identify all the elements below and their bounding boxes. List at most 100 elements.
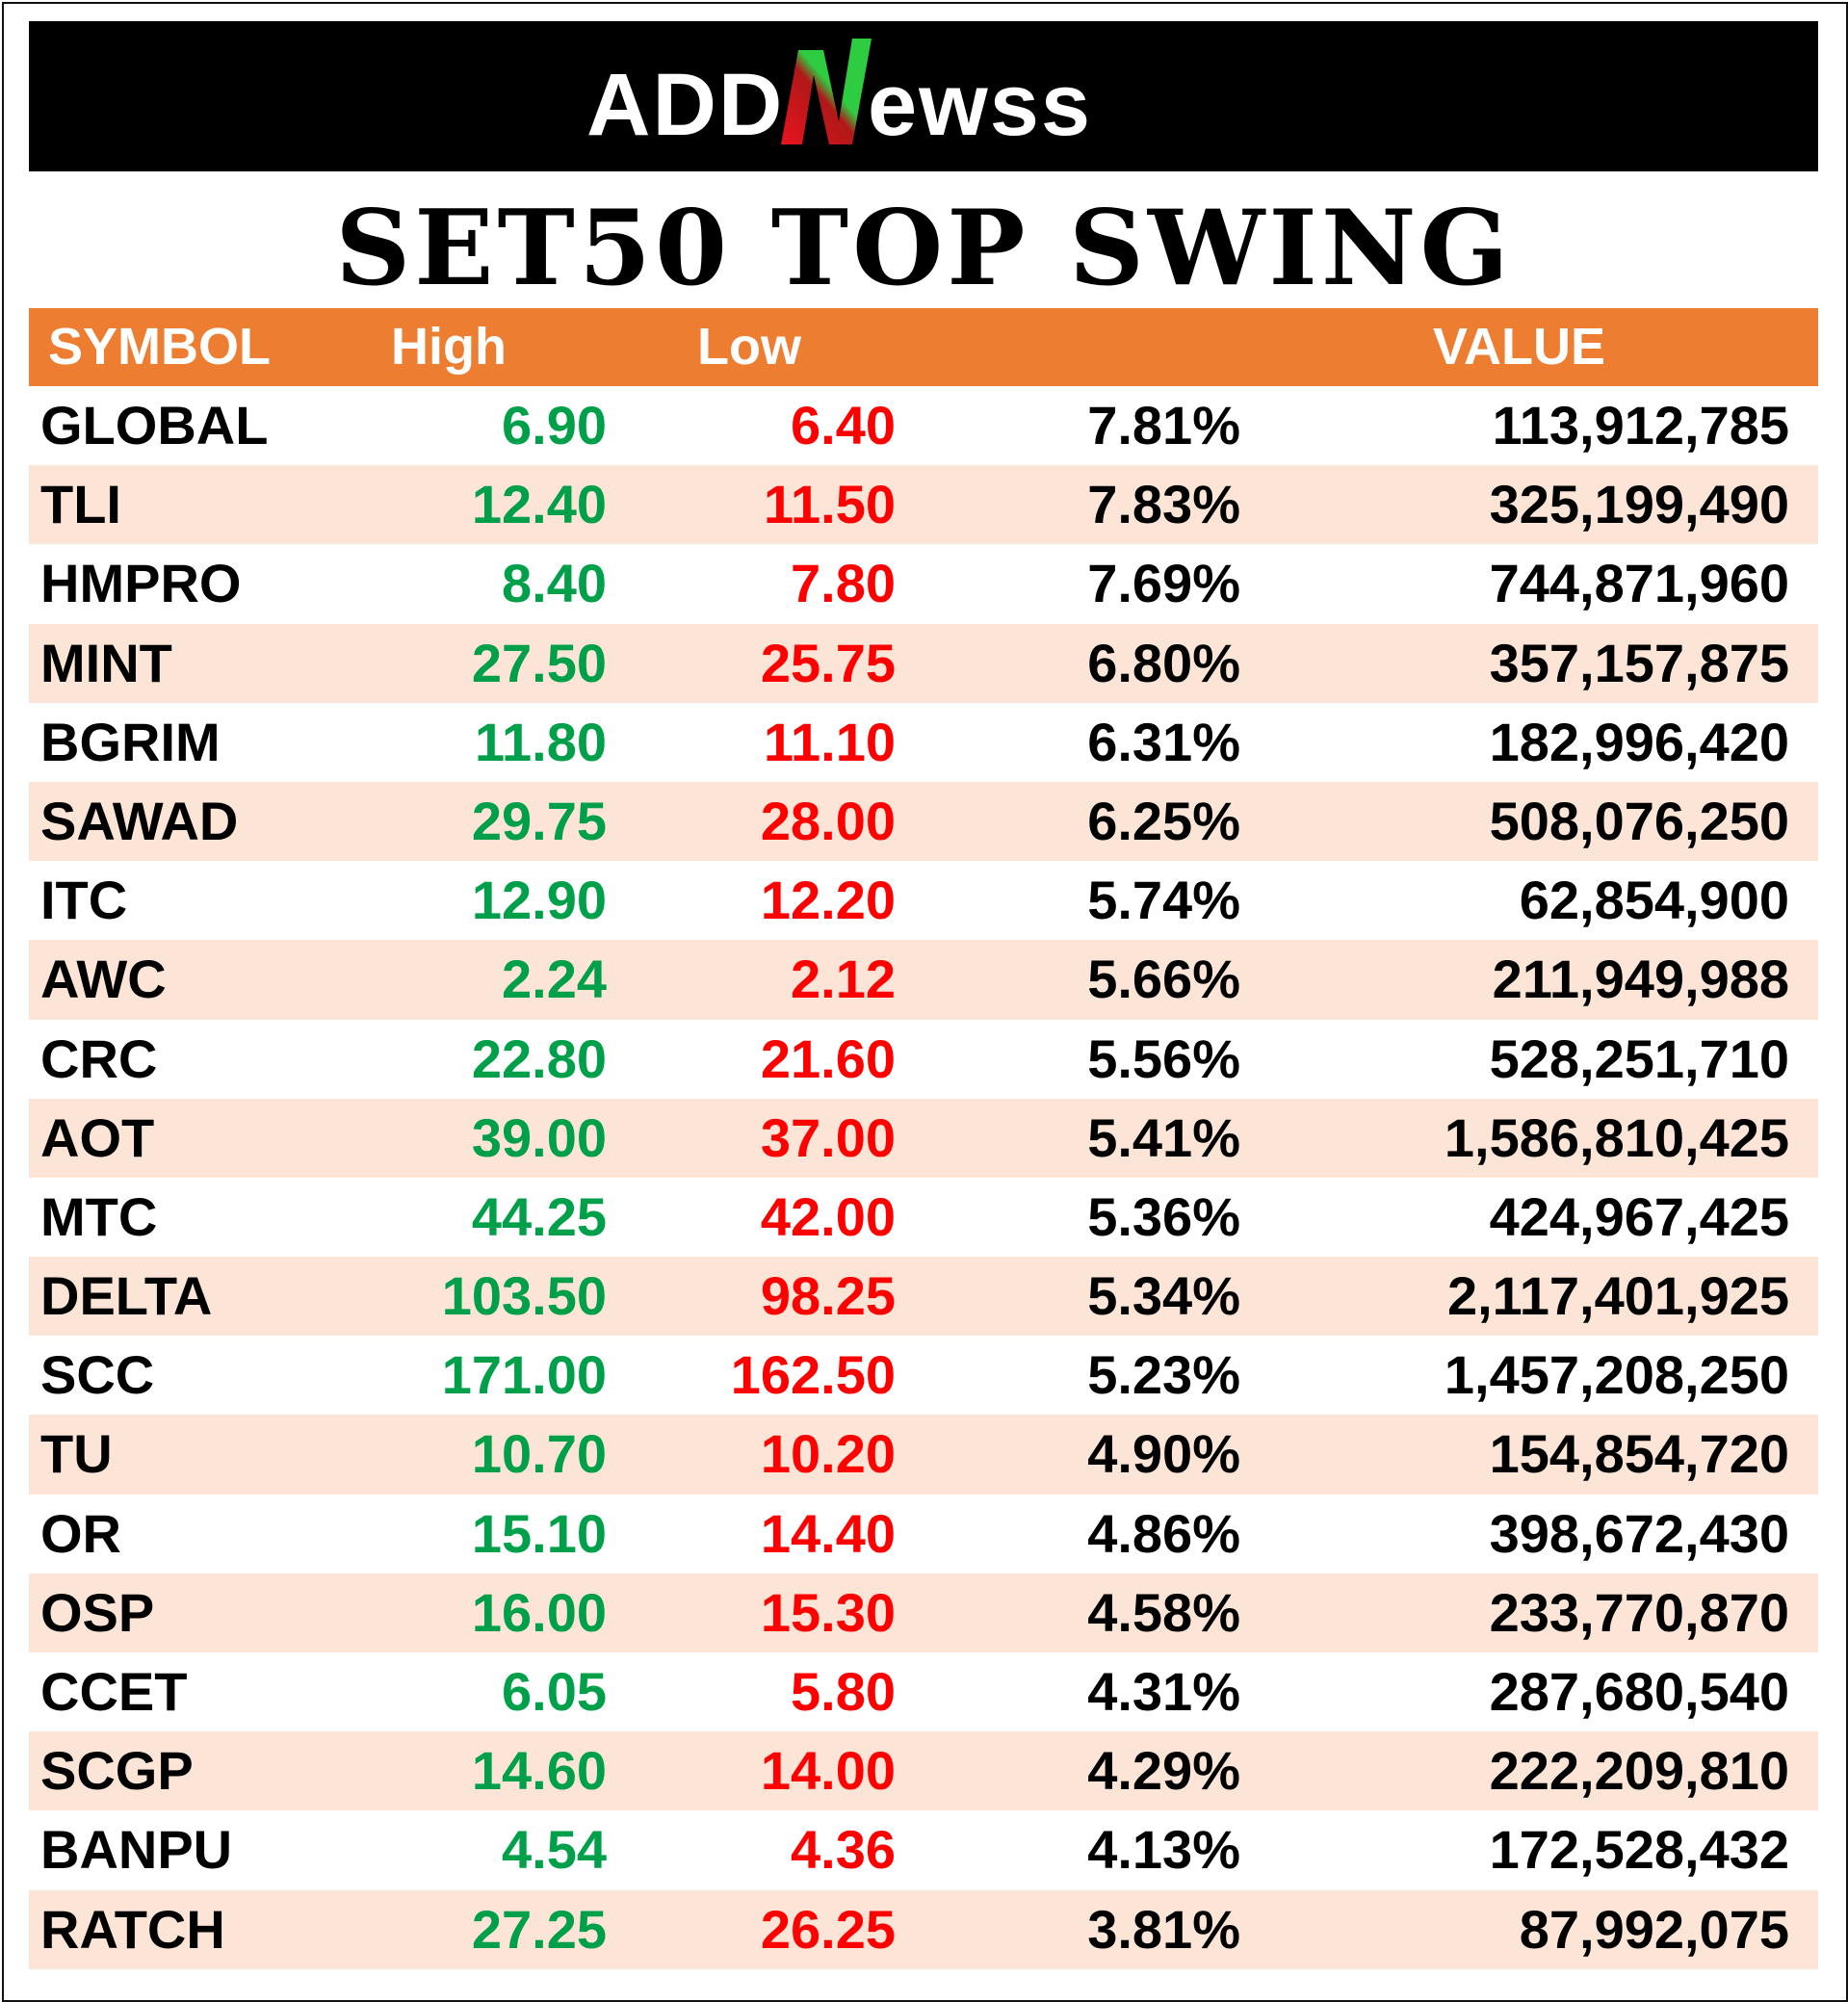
high-cell: 6.90 bbox=[502, 395, 607, 455]
symbol-cell: SCC bbox=[40, 1344, 155, 1406]
symbol-cell: AWC bbox=[40, 949, 167, 1010]
high-cell: 39.00 bbox=[471, 1106, 607, 1168]
symbol-cell: TLI bbox=[40, 474, 121, 535]
high-cell: 103.50 bbox=[441, 1265, 607, 1327]
table-row: TU 10.70 10.20 4.90% 154,854,720 bbox=[29, 1415, 1818, 1495]
percent-cell: 5.74% bbox=[1087, 870, 1240, 931]
symbol-cell: SCGP bbox=[40, 1740, 194, 1802]
table-row: CRC 22.80 21.60 5.56% 528,251,710 bbox=[29, 1020, 1818, 1099]
value-cell: 1,457,208,250 bbox=[1444, 1344, 1789, 1406]
percent-cell: 4.29% bbox=[1087, 1740, 1240, 1802]
table-row: BGRIM 11.80 11.10 6.31% 182,996,420 bbox=[29, 703, 1818, 782]
percent-cell: 5.56% bbox=[1087, 1027, 1240, 1089]
table-body: GLOBAL 6.90 6.40 7.81% 113,912,785 TLI 12.40 11… bbox=[29, 386, 1818, 1969]
header-symbol: SYMBOL bbox=[48, 318, 272, 376]
percent-cell: 5.36% bbox=[1087, 1185, 1240, 1247]
table-row: ITC 12.90 12.20 5.74% 62,854,900 bbox=[29, 861, 1818, 940]
table-row: SCGP 14.60 14.00 4.29% 222,209,810 bbox=[29, 1731, 1818, 1811]
low-cell: 7.80 bbox=[791, 553, 896, 614]
high-cell: 6.05 bbox=[502, 1661, 607, 1722]
low-cell: 2.12 bbox=[791, 949, 896, 1010]
value-cell: 528,251,710 bbox=[1489, 1027, 1789, 1089]
table-row: OR 15.10 14.40 4.86% 398,672,430 bbox=[29, 1495, 1818, 1573]
low-cell: 11.50 bbox=[763, 474, 896, 535]
low-cell: 11.10 bbox=[763, 711, 896, 772]
header-low: Low bbox=[697, 318, 801, 376]
page-title: SET50 TOP SWING bbox=[335, 188, 1513, 309]
percent-cell: 4.90% bbox=[1087, 1423, 1240, 1485]
symbol-cell: BGRIM bbox=[40, 711, 221, 772]
high-cell: 11.80 bbox=[474, 711, 607, 772]
symbol-cell: ITC bbox=[40, 870, 128, 931]
value-cell: 154,854,720 bbox=[1489, 1423, 1789, 1485]
value-cell: 357,157,875 bbox=[1489, 632, 1789, 693]
header-banner: ADD ewss bbox=[29, 21, 1818, 171]
low-cell: 12.20 bbox=[760, 870, 896, 931]
swing-table: SYMBOL High Low VALUE GLOBAL 6.90 6.40 7.81… bbox=[29, 308, 1818, 1969]
table-row: DELTA 103.50 98.25 5.34% 2,117,401,925 bbox=[29, 1257, 1818, 1337]
low-cell: 6.40 bbox=[791, 395, 896, 455]
value-cell: 222,209,810 bbox=[1489, 1740, 1789, 1802]
high-cell: 12.90 bbox=[471, 870, 607, 931]
high-cell: 16.00 bbox=[471, 1581, 607, 1643]
high-cell: 29.75 bbox=[471, 790, 607, 851]
table-row: BANPU 4.54 4.36 4.13% 172,528,432 bbox=[29, 1810, 1818, 1889]
value-cell: 182,996,420 bbox=[1489, 711, 1789, 772]
low-cell: 5.80 bbox=[791, 1661, 896, 1722]
svg-text:ewss: ewss bbox=[868, 56, 1092, 154]
low-cell: 98.25 bbox=[760, 1265, 896, 1327]
low-cell: 4.36 bbox=[791, 1819, 896, 1881]
addnewss-logo: ADD ewss bbox=[29, 21, 1818, 171]
symbol-cell: DELTA bbox=[40, 1265, 213, 1327]
table-row: SCC 171.00 162.50 5.23% 1,457,208,250 bbox=[29, 1336, 1818, 1415]
high-cell: 4.54 bbox=[502, 1819, 607, 1881]
value-cell: 2,117,401,925 bbox=[1446, 1265, 1789, 1327]
percent-cell: 5.66% bbox=[1087, 949, 1240, 1010]
value-cell: 744,871,960 bbox=[1489, 553, 1789, 614]
table-row: MTC 44.25 42.00 5.36% 424,967,425 bbox=[29, 1178, 1818, 1257]
high-cell: 12.40 bbox=[471, 474, 607, 535]
percent-cell: 7.81% bbox=[1087, 395, 1240, 455]
high-cell: 2.24 bbox=[502, 949, 607, 1010]
value-cell: 233,770,870 bbox=[1489, 1581, 1789, 1643]
header-high: High bbox=[391, 318, 507, 376]
low-cell: 14.00 bbox=[760, 1740, 896, 1802]
symbol-cell: CRC bbox=[40, 1027, 158, 1089]
low-cell: 10.20 bbox=[760, 1423, 896, 1485]
low-cell: 26.25 bbox=[760, 1898, 896, 1960]
low-cell: 162.50 bbox=[730, 1344, 896, 1406]
value-cell: 172,528,432 bbox=[1489, 1819, 1789, 1881]
symbol-cell: OR bbox=[40, 1502, 121, 1564]
high-cell: 8.40 bbox=[502, 553, 607, 614]
high-cell: 22.80 bbox=[471, 1027, 607, 1089]
percent-cell: 4.86% bbox=[1087, 1502, 1240, 1564]
low-cell: 28.00 bbox=[760, 790, 896, 851]
symbol-cell: AOT bbox=[40, 1106, 155, 1168]
table-row: TLI 12.40 11.50 7.83% 325,199,490 bbox=[29, 465, 1818, 545]
header-value: VALUE bbox=[1433, 318, 1606, 376]
table-row: CCET 6.05 5.80 4.31% 287,680,540 bbox=[29, 1652, 1818, 1731]
symbol-cell: MTC bbox=[40, 1185, 158, 1247]
table-row: HMPRO 8.40 7.80 7.69% 744,871,960 bbox=[29, 544, 1818, 623]
symbol-cell: OSP bbox=[40, 1581, 155, 1643]
percent-cell: 6.80% bbox=[1087, 632, 1240, 693]
high-cell: 15.10 bbox=[471, 1502, 607, 1564]
percent-cell: 4.13% bbox=[1087, 1819, 1240, 1881]
symbol-cell: CCET bbox=[40, 1661, 188, 1722]
table-row: SAWAD 29.75 28.00 6.25% 508,076,250 bbox=[29, 781, 1818, 862]
percent-cell: 6.31% bbox=[1087, 711, 1240, 772]
percent-cell: 3.81% bbox=[1087, 1898, 1240, 1960]
table-row: GLOBAL 6.90 6.40 7.81% 113,912,785 bbox=[29, 386, 1818, 465]
symbol-cell: TU bbox=[40, 1423, 113, 1485]
value-cell: 211,949,988 bbox=[1492, 949, 1789, 1010]
percent-cell: 4.58% bbox=[1087, 1581, 1240, 1643]
table-row: OSP 16.00 15.30 4.58% 233,770,870 bbox=[29, 1573, 1818, 1652]
high-cell: 44.25 bbox=[471, 1185, 607, 1247]
low-cell: 21.60 bbox=[760, 1027, 896, 1089]
value-cell: 325,199,490 bbox=[1489, 474, 1789, 535]
table-row: AOT 39.00 37.00 5.41% 1,586,810,425 bbox=[29, 1098, 1818, 1178]
low-cell: 15.30 bbox=[760, 1581, 896, 1643]
percent-cell: 7.83% bbox=[1087, 474, 1240, 535]
symbol-cell: GLOBAL bbox=[40, 395, 269, 455]
